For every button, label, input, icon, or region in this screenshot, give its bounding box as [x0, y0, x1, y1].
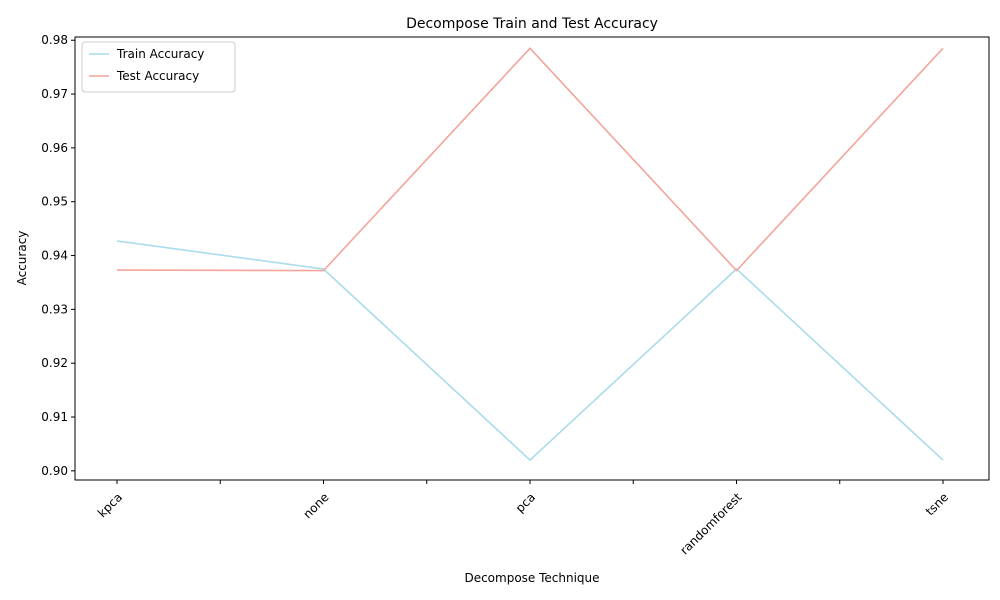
legend: Train Accuracy Test Accuracy [81, 41, 236, 93]
legend-label: Test Accuracy [116, 69, 199, 83]
y-tick-label: 0.91 [41, 410, 68, 424]
plot-area: 0.900.910.920.930.940.950.960.970.98 kpc… [41, 33, 990, 557]
legend-label: Train Accuracy [116, 47, 204, 61]
x-axis-label: Decompose Technique [464, 571, 599, 585]
legend-box [81, 41, 236, 93]
chart-title: Decompose Train and Test Accuracy [406, 16, 658, 32]
series-layer [116, 47, 944, 462]
y-tick-label: 0.92 [41, 356, 68, 370]
series-line-train [116, 240, 944, 462]
y-tick-label: 0.97 [41, 87, 68, 101]
y-tick-label: 0.95 [41, 195, 68, 209]
series-line-test [116, 47, 944, 272]
y-tick-label: 0.96 [41, 141, 68, 155]
plot-frame [74, 36, 990, 481]
y-tick-label: 0.94 [41, 249, 68, 263]
y-axis-label: Accuracy [15, 231, 29, 286]
y-tick-label: 0.98 [41, 33, 68, 47]
y-axis: 0.90 0.91 0.92 0.93 0.94 0.95 0.96 0.97 0.98 [41, 33, 75, 478]
y-tick-label: 0.93 [41, 302, 68, 316]
y-tick-label: 0.90 [41, 464, 68, 478]
